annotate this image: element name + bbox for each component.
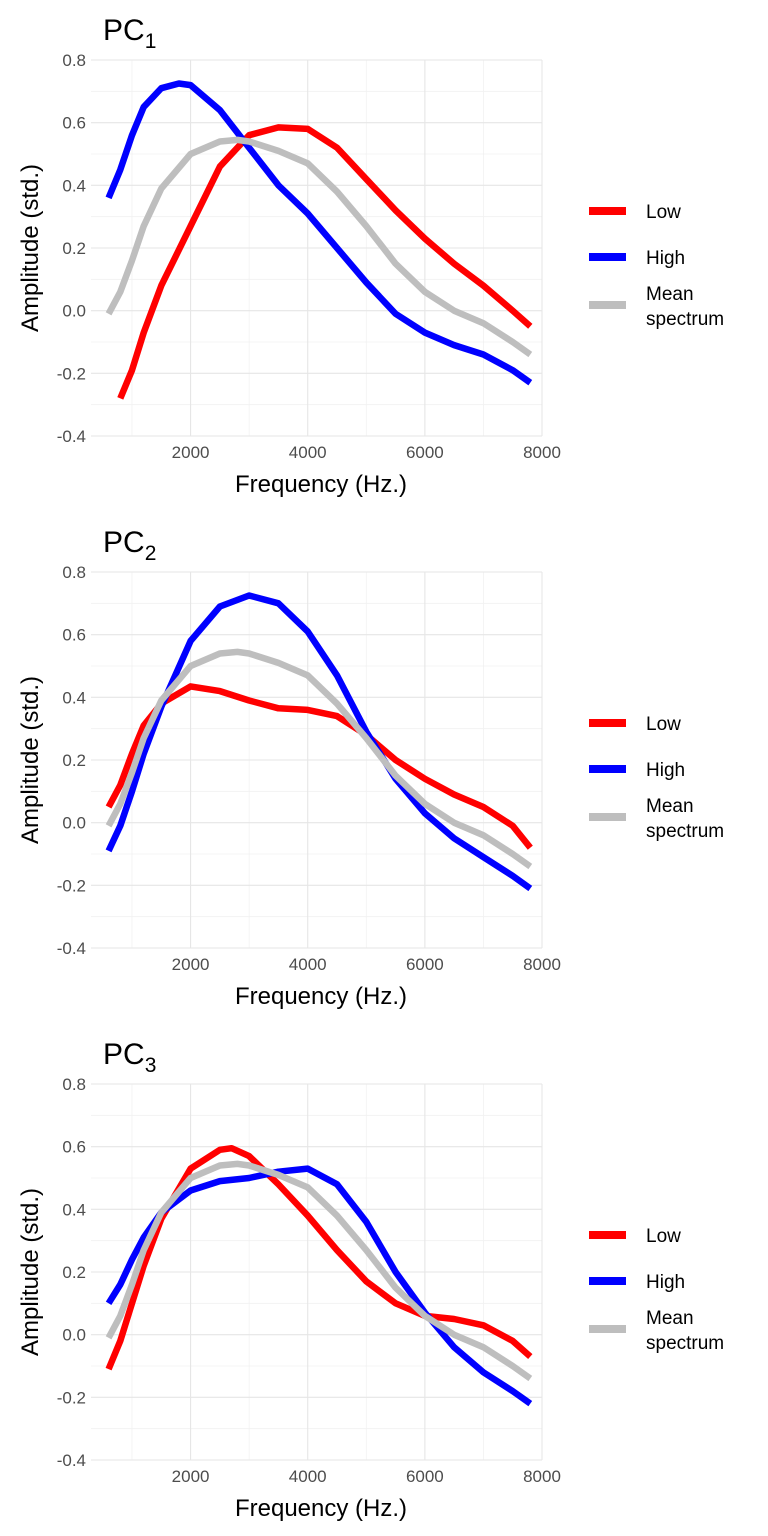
series-line-low bbox=[105, 1144, 533, 1371]
chart-title-subscript: 2 bbox=[145, 542, 157, 565]
legend-label: spectrum bbox=[646, 309, 724, 330]
legend-label: High bbox=[646, 760, 685, 781]
y-tick-label: -0.4 bbox=[57, 1451, 86, 1470]
y-tick-label: 0.4 bbox=[62, 688, 86, 707]
chart-title-main: PC bbox=[103, 1038, 145, 1071]
series-line-mean bbox=[105, 136, 533, 358]
y-tick-label: -0.2 bbox=[57, 876, 86, 895]
x-tick-label: 2000 bbox=[172, 1467, 210, 1486]
x-tick-label: 4000 bbox=[289, 955, 327, 974]
legend: Low High Mean spectrum bbox=[589, 1226, 724, 1354]
y-tick-label: 0.2 bbox=[62, 1263, 86, 1282]
legend-label: High bbox=[646, 248, 685, 269]
legend-label: High bbox=[646, 1272, 685, 1293]
chart-title: PC3 bbox=[103, 1038, 156, 1077]
x-tick-label: 2000 bbox=[172, 443, 210, 462]
grid bbox=[91, 59, 543, 437]
x-tick-label: 2000 bbox=[172, 955, 210, 974]
y-tick-label: 0.0 bbox=[62, 814, 86, 833]
y-tick-label: 0.8 bbox=[62, 51, 86, 70]
legend-label: Mean bbox=[646, 796, 694, 817]
series-line-low bbox=[117, 124, 533, 400]
y-tick-label: 0.6 bbox=[62, 114, 86, 133]
y-tick-label: 0.0 bbox=[62, 1326, 86, 1345]
chart-title-main: PC bbox=[103, 14, 145, 47]
chart-svg-pc1: -0.4 -0.2 0.0 0.2 0.4 0.6 0.8 2000 4000 6000 8000 P… bbox=[17, 14, 724, 498]
grid bbox=[91, 1083, 543, 1461]
y-tick-label: -0.2 bbox=[57, 1388, 86, 1407]
series-line-high bbox=[105, 592, 533, 892]
y-axis-label: Amplitude (std.) bbox=[17, 1188, 44, 1356]
x-axis-label: Frequency (Hz.) bbox=[235, 1495, 407, 1522]
x-tick-label: 4000 bbox=[289, 443, 327, 462]
x-tick-label: 8000 bbox=[523, 443, 561, 462]
chart-title-subscript: 1 bbox=[145, 30, 157, 53]
chart-svg-pc3: -0.4 -0.2 0.0 0.2 0.4 0.6 0.8 2000 4000 6000 8000 P… bbox=[17, 1038, 724, 1522]
y-axis-label: Amplitude (std.) bbox=[17, 164, 44, 332]
series-line-mean bbox=[105, 1160, 533, 1382]
chart-title-subscript: 3 bbox=[145, 1054, 157, 1077]
y-tick-label: 0.8 bbox=[62, 1075, 86, 1094]
x-tick-label: 4000 bbox=[289, 1467, 327, 1486]
x-axis-label: Frequency (Hz.) bbox=[235, 983, 407, 1010]
x-tick-label: 6000 bbox=[406, 1467, 444, 1486]
series-line-high bbox=[105, 80, 533, 386]
legend-label: Low bbox=[646, 714, 681, 735]
legend-label: spectrum bbox=[646, 821, 724, 842]
legend-label: spectrum bbox=[646, 1333, 724, 1354]
chart-title-main: PC bbox=[103, 526, 145, 559]
legend-label: Low bbox=[646, 202, 681, 223]
series-line-low bbox=[105, 683, 533, 850]
y-tick-label: -0.4 bbox=[57, 939, 86, 958]
y-tick-label: -0.2 bbox=[57, 364, 86, 383]
series-line-high bbox=[105, 1165, 533, 1407]
x-tick-label: 6000 bbox=[406, 955, 444, 974]
legend-label: Mean bbox=[646, 1308, 694, 1329]
chart-title: PC1 bbox=[103, 14, 156, 53]
y-tick-label: 0.6 bbox=[62, 1138, 86, 1157]
x-axis-label: Frequency (Hz.) bbox=[235, 471, 407, 498]
y-axis-label: Amplitude (std.) bbox=[17, 676, 44, 844]
chart-title: PC2 bbox=[103, 526, 156, 565]
chart-panel-pc3: -0.4 -0.2 0.0 0.2 0.4 0.6 0.8 2000 4000 6000 8000 P… bbox=[0, 1024, 768, 1536]
legend-label: Low bbox=[646, 1226, 681, 1247]
x-tick-label: 6000 bbox=[406, 443, 444, 462]
y-tick-label: 0.6 bbox=[62, 626, 86, 645]
y-tick-label: 0.8 bbox=[62, 563, 86, 582]
chart-panel-pc2: -0.4 -0.2 0.0 0.2 0.4 0.6 0.8 2000 4000 6000 8000 P… bbox=[0, 512, 768, 1024]
y-tick-label: -0.4 bbox=[57, 427, 86, 446]
legend: Low High Mean spectrum bbox=[589, 714, 724, 842]
series-line-mean bbox=[105, 648, 533, 870]
y-tick-label: 0.0 bbox=[62, 302, 86, 321]
chart-svg-pc2: -0.4 -0.2 0.0 0.2 0.4 0.6 0.8 2000 4000 6000 8000 P… bbox=[17, 526, 724, 1010]
y-tick-label: 0.4 bbox=[62, 1200, 86, 1219]
y-tick-label: 0.2 bbox=[62, 751, 86, 770]
legend: Low High Mean spectrum bbox=[589, 202, 724, 330]
x-tick-label: 8000 bbox=[523, 1467, 561, 1486]
chart-panel-pc1: -0.4 -0.2 0.0 0.2 0.4 0.6 0.8 2000 4000 6000 8000 P… bbox=[0, 0, 768, 512]
legend-label: Mean bbox=[646, 284, 694, 305]
y-tick-label: 0.2 bbox=[62, 239, 86, 258]
x-tick-label: 8000 bbox=[523, 955, 561, 974]
y-tick-label: 0.4 bbox=[62, 176, 86, 195]
grid bbox=[91, 571, 543, 949]
